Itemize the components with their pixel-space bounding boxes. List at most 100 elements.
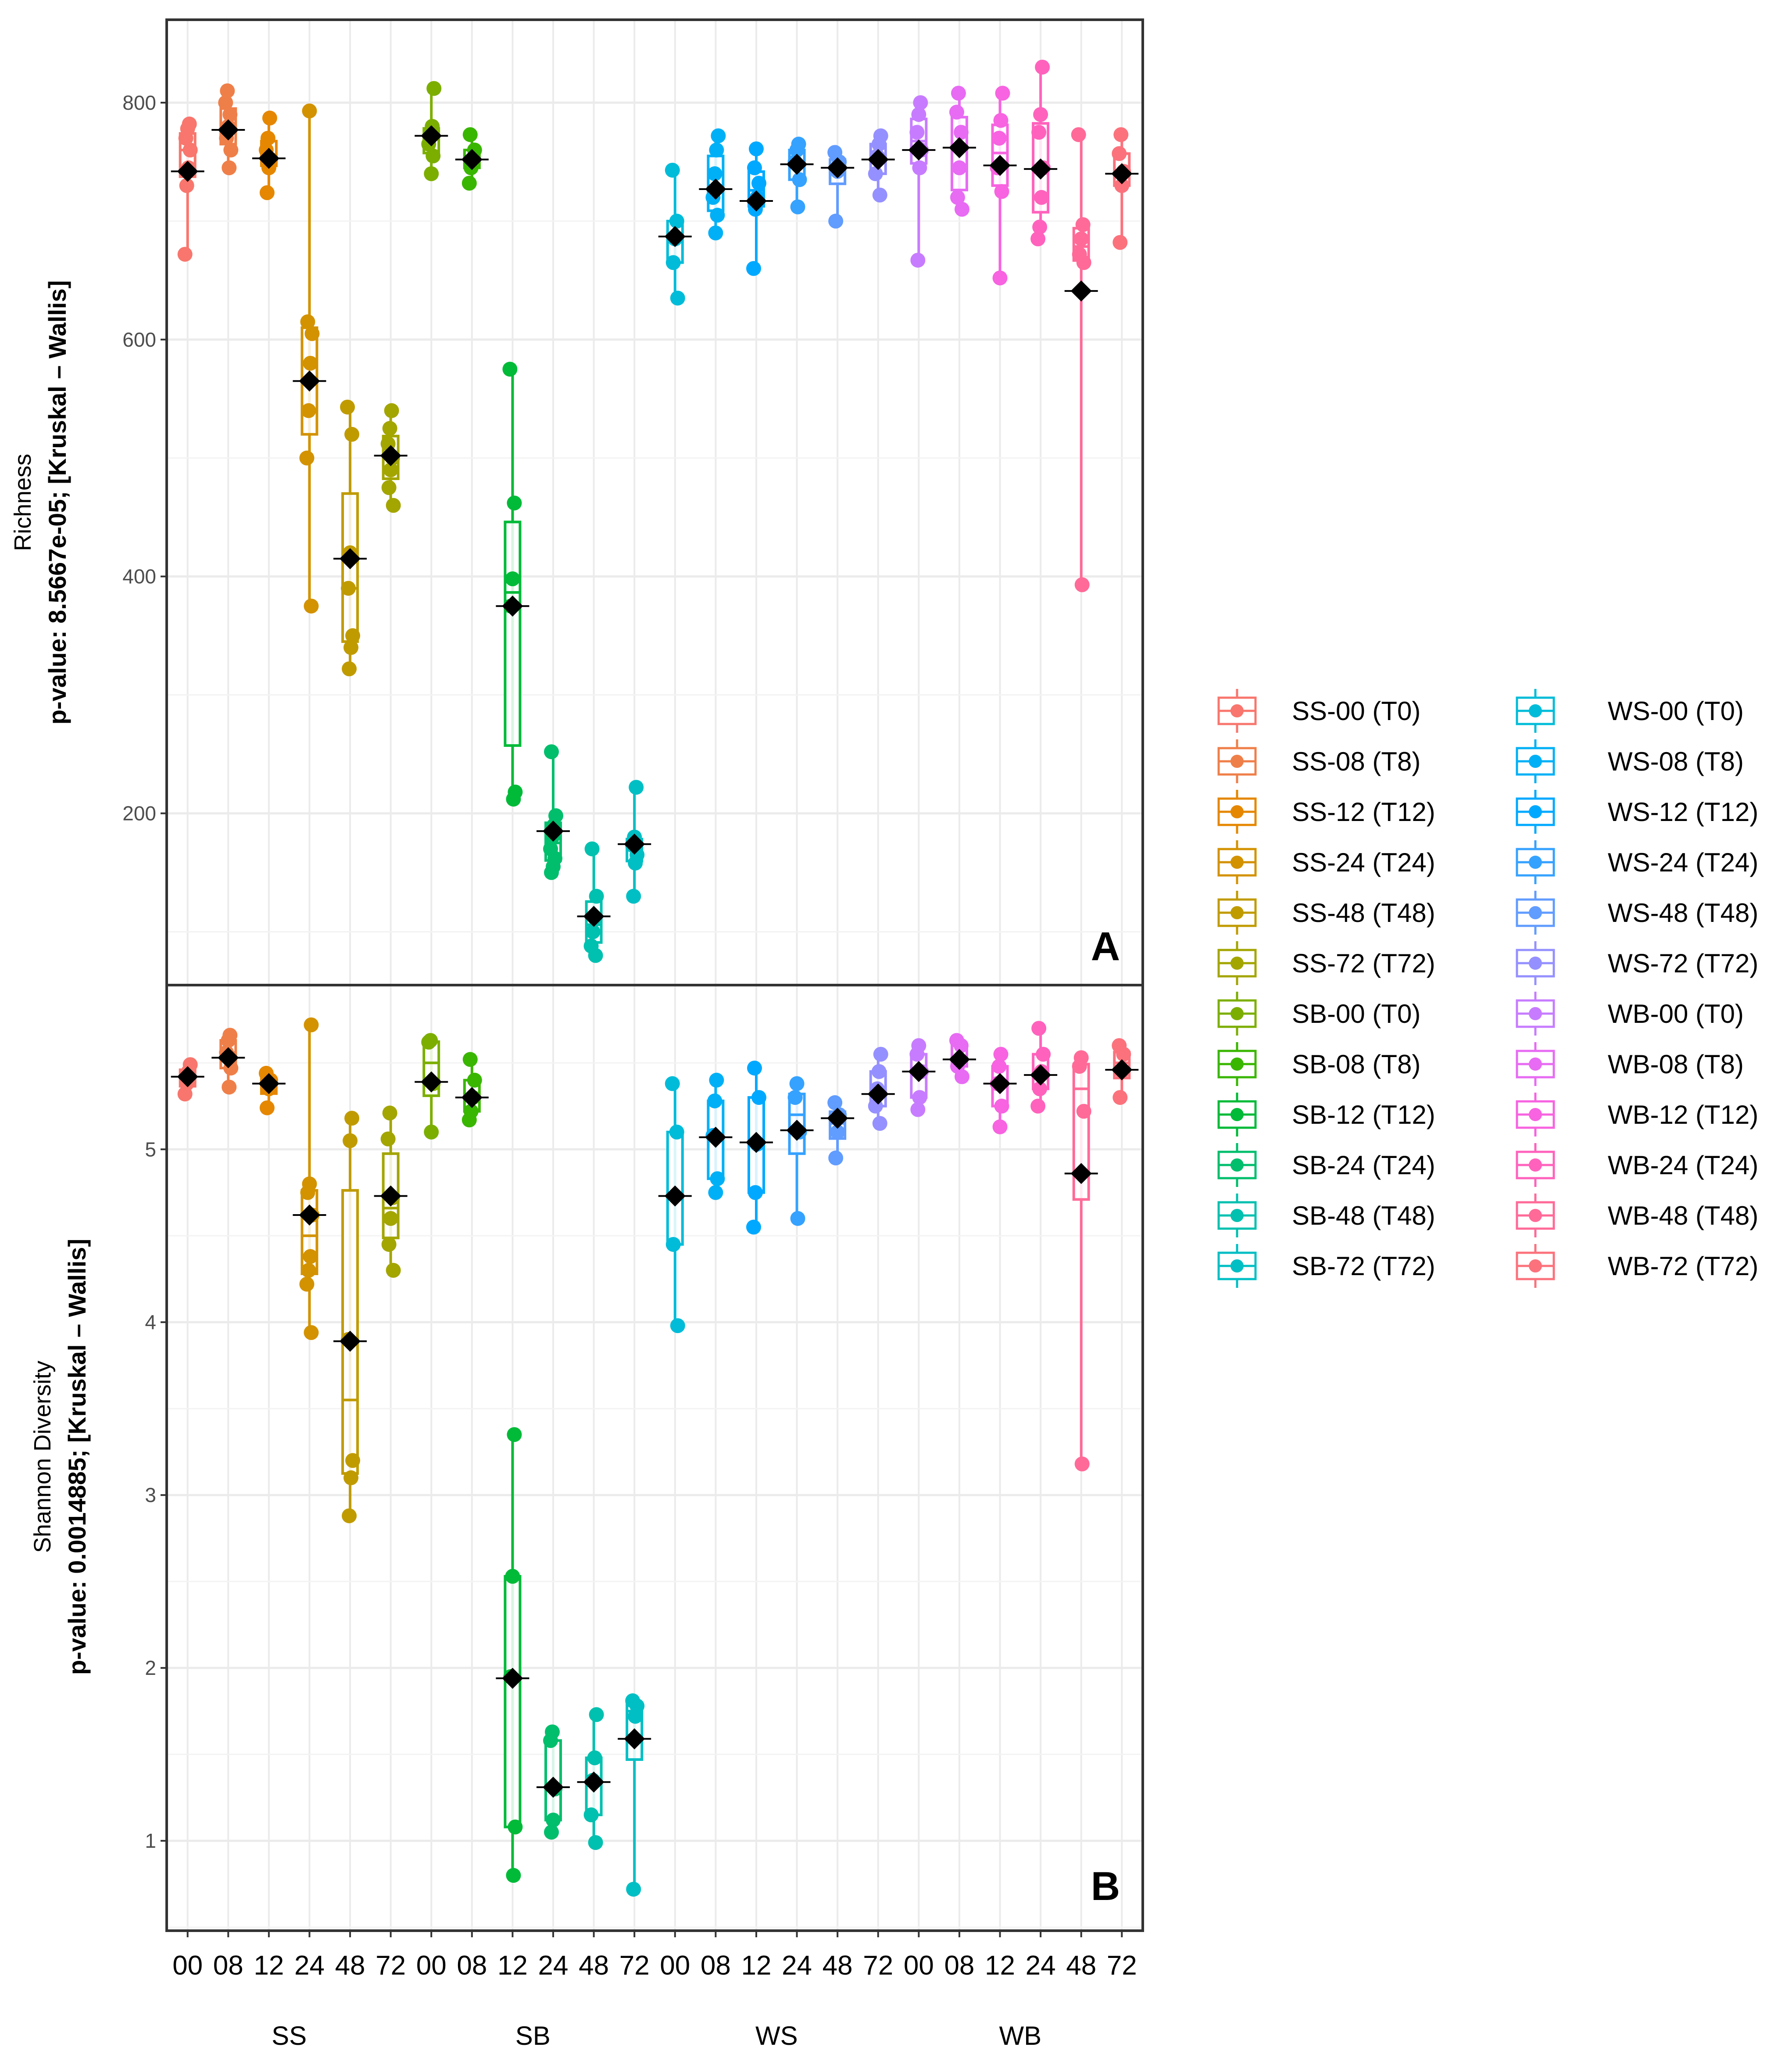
group-marks — [861, 128, 895, 203]
data-point — [1073, 1050, 1089, 1065]
data-point — [951, 86, 966, 101]
data-point — [507, 495, 522, 511]
data-point — [1075, 217, 1091, 232]
x-tick-label: 08 — [457, 1950, 487, 1981]
data-point — [708, 1185, 723, 1200]
richness-panel: 200 400 600 800 A Richness p-value: 8.5667e… — [10, 18, 1144, 986]
data-point — [342, 661, 357, 677]
group-marks — [333, 1111, 367, 1523]
mean-diamond — [421, 125, 442, 147]
data-point — [626, 1882, 641, 1897]
y-tick-label: 4 — [145, 1311, 156, 1333]
x-group-label: WB — [999, 2021, 1042, 2050]
legend-key-point — [1230, 1209, 1244, 1222]
legend-item: WS-24 (T24) — [1516, 840, 1758, 884]
legend-key-point — [1529, 906, 1542, 919]
data-point — [508, 1819, 523, 1835]
group-marks — [577, 1707, 611, 1850]
y-tick-label: 1 — [145, 1829, 156, 1852]
x-tick-label: 12 — [254, 1950, 284, 1981]
data-point — [909, 125, 925, 140]
mean-diamond — [218, 119, 239, 141]
group-marks — [171, 1057, 204, 1102]
data-point — [304, 1017, 319, 1032]
x-tick-label: 24 — [782, 1950, 812, 1981]
data-point — [1033, 107, 1048, 122]
legend-item: SB-08 (T8) — [1217, 1042, 1420, 1086]
data-point — [913, 95, 928, 110]
data-point — [302, 103, 317, 118]
data-point — [748, 141, 764, 157]
legend-label: SS-12 (T12) — [1292, 797, 1435, 827]
data-point — [1074, 577, 1090, 592]
legend-key-point — [1230, 957, 1244, 970]
data-point — [177, 247, 193, 262]
shannon-y-ticks: 1 2 3 4 5 — [145, 1138, 167, 1852]
data-point — [505, 571, 520, 587]
data-point — [912, 1090, 927, 1105]
legend-item: SB-24 (T24) — [1217, 1143, 1435, 1187]
y-tick-label: 3 — [145, 1484, 156, 1506]
data-point — [707, 166, 723, 181]
data-point — [1036, 1047, 1051, 1062]
mean-diamond — [340, 1330, 361, 1352]
x-tick-label: 24 — [1026, 1950, 1056, 1981]
data-point — [873, 1047, 888, 1062]
x-tick-label: 00 — [660, 1950, 690, 1981]
data-point — [954, 201, 969, 217]
data-point — [665, 255, 681, 270]
data-point — [1076, 1104, 1091, 1119]
legend-key-point — [1529, 755, 1542, 768]
group-marks — [537, 744, 570, 880]
legend-key-point — [1230, 805, 1244, 818]
data-point — [301, 403, 316, 418]
data-point — [709, 1072, 724, 1088]
group-marks — [333, 399, 367, 677]
data-point — [222, 160, 237, 176]
mean-diamond — [1030, 158, 1052, 180]
mean-diamond — [1070, 1163, 1092, 1184]
mean-diamond — [177, 1066, 198, 1087]
x-tick-label: 72 — [376, 1950, 406, 1981]
group-marks — [739, 141, 773, 276]
x-tick-label: 48 — [579, 1950, 609, 1981]
data-point — [991, 130, 1007, 146]
mean-diamond — [502, 595, 523, 617]
data-point — [792, 172, 807, 187]
data-point — [506, 1868, 521, 1883]
data-point — [871, 1064, 887, 1079]
legend-key-point — [1230, 1108, 1244, 1121]
legend-item: WB-48 (T48) — [1516, 1194, 1758, 1237]
group-marks — [171, 116, 204, 262]
x-tick-label: 12 — [985, 1950, 1015, 1981]
data-point — [259, 185, 275, 201]
data-point — [910, 252, 926, 268]
legend-key-point — [1529, 1259, 1542, 1273]
group-marks — [374, 1105, 408, 1278]
data-point — [949, 1033, 964, 1048]
data-point — [384, 403, 399, 418]
data-point — [386, 498, 401, 513]
data-point — [340, 399, 355, 415]
mean-diamond — [948, 1049, 970, 1070]
data-point — [629, 780, 644, 795]
x-tick-label: 48 — [335, 1950, 365, 1981]
legend-label: WS-24 (T24) — [1608, 848, 1758, 877]
data-point — [710, 208, 725, 223]
richness-plot-area — [167, 20, 1143, 985]
data-point — [583, 1807, 599, 1823]
mean-diamond — [299, 1204, 320, 1226]
group-marks — [293, 103, 326, 614]
data-point — [830, 1124, 845, 1140]
y-tick-label: 5 — [145, 1138, 156, 1161]
data-point — [383, 462, 398, 477]
group-marks — [983, 86, 1017, 286]
legend-label: WS-48 (T48) — [1608, 898, 1758, 928]
data-point — [462, 127, 478, 142]
data-point — [342, 1508, 357, 1523]
data-point — [545, 1724, 560, 1739]
data-point — [873, 128, 888, 143]
data-point — [304, 326, 320, 341]
mean-diamond — [543, 1777, 564, 1798]
